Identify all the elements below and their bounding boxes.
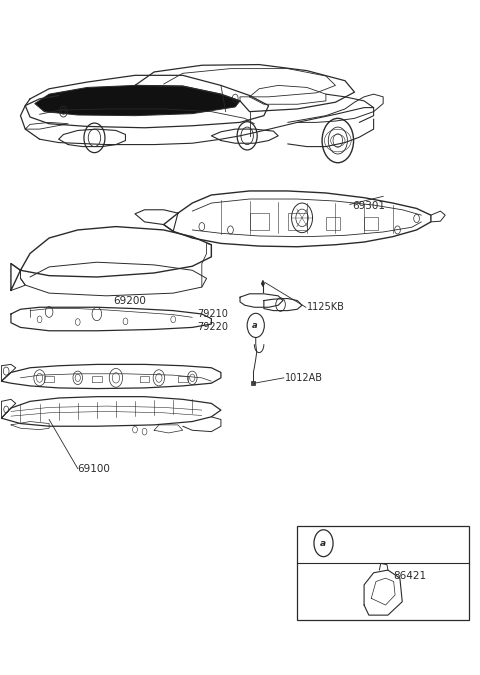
Text: a: a — [320, 539, 325, 547]
Polygon shape — [262, 280, 264, 286]
Text: 79220: 79220 — [197, 323, 228, 332]
Text: 1012AB: 1012AB — [285, 373, 324, 383]
Polygon shape — [252, 381, 255, 385]
Text: a: a — [252, 321, 258, 330]
Text: 69200: 69200 — [114, 296, 146, 306]
Polygon shape — [35, 86, 240, 115]
Text: 86421: 86421 — [393, 571, 426, 581]
Polygon shape — [297, 526, 469, 620]
Text: 1125KB: 1125KB — [307, 302, 345, 313]
Text: 69100: 69100 — [78, 464, 110, 474]
Text: 79210: 79210 — [197, 309, 228, 319]
Text: 69301: 69301 — [352, 201, 385, 211]
